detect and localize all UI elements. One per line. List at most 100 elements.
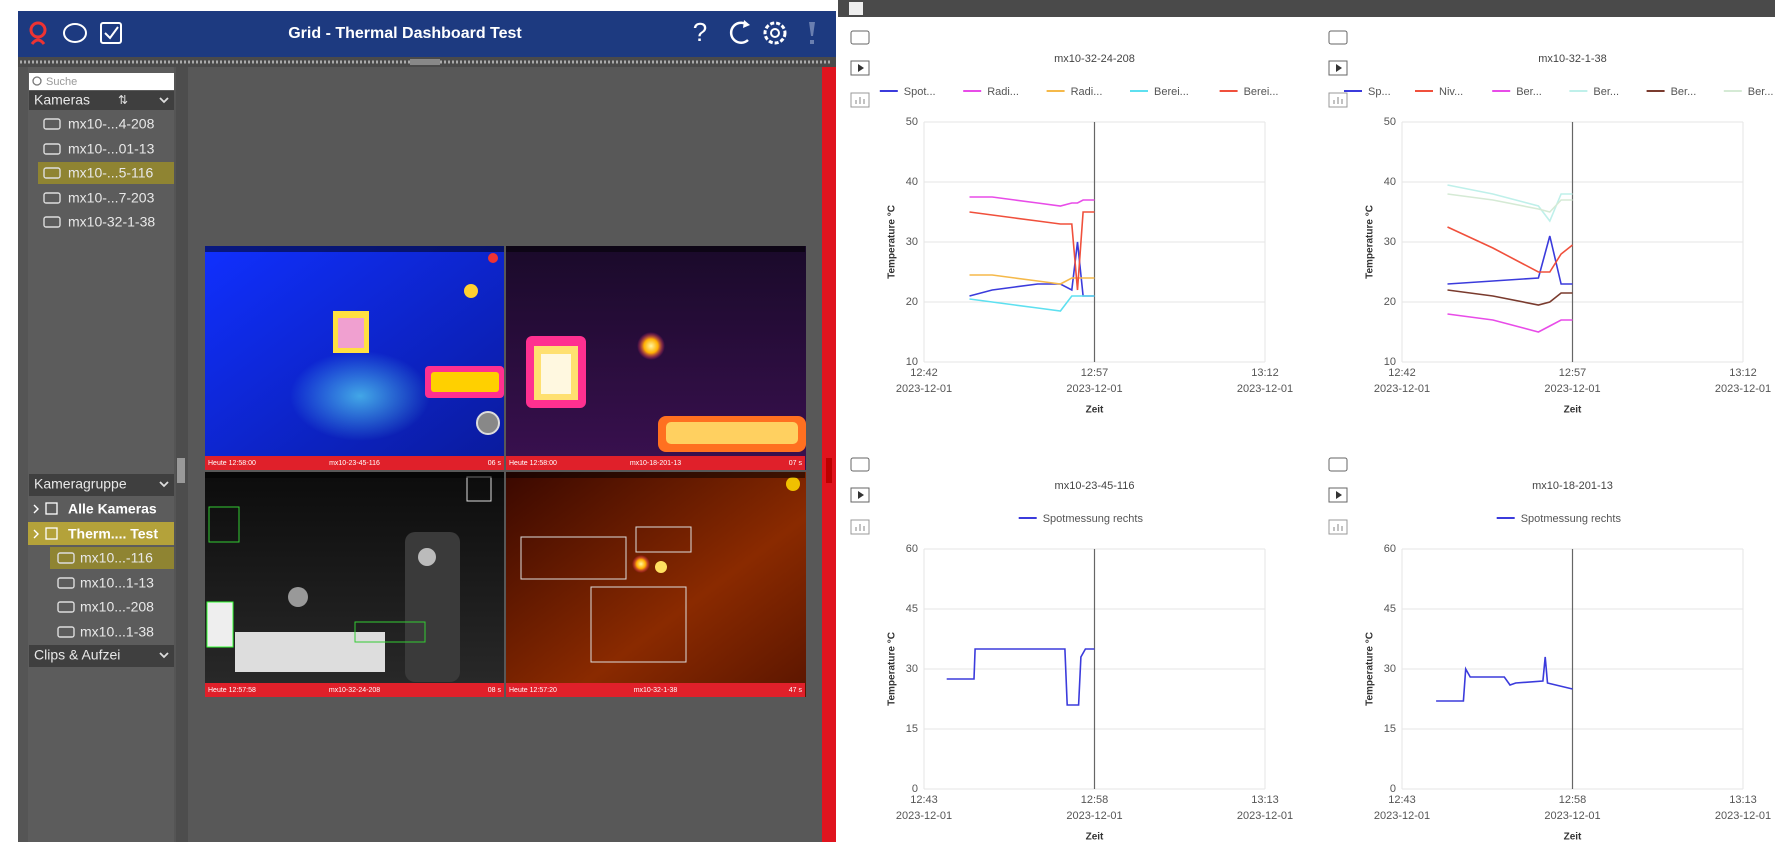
camera-icon bbox=[57, 577, 75, 589]
series-line bbox=[969, 196, 1095, 207]
sidebar-scroll-thumb[interactable] bbox=[177, 458, 185, 483]
y-tick-label: 50 bbox=[906, 116, 918, 128]
overlay-box bbox=[590, 586, 687, 663]
y-tick-label: 40 bbox=[1384, 176, 1396, 188]
y-axis-label: Temperature °C bbox=[1365, 205, 1376, 279]
x-tick-date: 2023-12-01 bbox=[896, 810, 952, 822]
header-left-icons[interactable] bbox=[29, 21, 122, 45]
group-camera-item[interactable]: mx10...-208 bbox=[80, 599, 154, 615]
camera-item[interactable]: mx10-...7-203 bbox=[68, 190, 155, 206]
refresh-icon[interactable] bbox=[729, 21, 749, 44]
y-tick-label: 15 bbox=[906, 723, 918, 735]
clips-collapse[interactable] bbox=[159, 652, 169, 659]
tile-1[interactable] bbox=[205, 246, 504, 470]
camera-icon bbox=[43, 118, 61, 130]
tile-topbar bbox=[205, 246, 504, 252]
series-line bbox=[946, 648, 1095, 706]
y-tick-label: 50 bbox=[1384, 116, 1396, 128]
group-list: Alle Kameras Therm.... Test mx10...-116 mx1… bbox=[33, 501, 158, 640]
camera-item[interactable]: mx10-...01-13 bbox=[68, 141, 155, 157]
splitter-handle[interactable] bbox=[410, 59, 440, 65]
y-axis-label: Temperature °C bbox=[887, 632, 898, 706]
x-tick-date: 2023-12-01 bbox=[1715, 810, 1771, 822]
legend-label[interactable]: Spotmessung rechts bbox=[1521, 513, 1622, 525]
legend-label[interactable]: Ber... bbox=[1516, 86, 1542, 98]
x-tick-label: 12:43 bbox=[1388, 794, 1416, 806]
x-tick-label: 12:57 bbox=[1559, 367, 1587, 379]
group-camera-item[interactable]: mx10...1-13 bbox=[80, 575, 154, 591]
group-item[interactable]: Therm.... Test bbox=[68, 526, 158, 542]
tile-4[interactable] bbox=[506, 472, 806, 697]
hot-spot bbox=[632, 555, 650, 573]
group-camera-item[interactable]: mx10...1-38 bbox=[80, 624, 154, 640]
sidebar bbox=[28, 67, 174, 842]
settings-icon[interactable] bbox=[763, 21, 787, 45]
camera-item[interactable]: mx10-32-1-38 bbox=[68, 214, 155, 230]
group-item[interactable]: Alle Kameras bbox=[68, 501, 157, 517]
alert-icon[interactable] bbox=[809, 22, 815, 44]
divider-handle[interactable] bbox=[826, 458, 832, 483]
clips-header[interactable] bbox=[29, 645, 174, 667]
group-arrow[interactable] bbox=[33, 529, 39, 539]
tile-3[interactable] bbox=[205, 472, 504, 697]
legend-label[interactable]: Radi... bbox=[987, 86, 1019, 98]
tile-2[interactable] bbox=[506, 246, 806, 470]
groups-header[interactable] bbox=[29, 474, 174, 496]
chart-title: mx10-18-201-13 bbox=[1532, 480, 1613, 492]
legend-label[interactable]: Ber... bbox=[1593, 86, 1619, 98]
tile-topbar bbox=[506, 246, 805, 252]
legend-label[interactable]: Ber... bbox=[1671, 86, 1697, 98]
x-tick-label: 12:42 bbox=[1388, 367, 1416, 379]
tile-topbar bbox=[205, 472, 504, 478]
camera-item[interactable]: mx10-...5-116 bbox=[68, 165, 154, 181]
cameras-collapse[interactable] bbox=[159, 97, 169, 104]
chart-glyph bbox=[1333, 97, 1343, 104]
legend-label[interactable]: Niv... bbox=[1439, 86, 1463, 98]
cameras-header[interactable] bbox=[29, 91, 174, 110]
help-icon[interactable]: ? bbox=[693, 17, 707, 47]
camera-button[interactable] bbox=[850, 30, 870, 45]
play-glyph bbox=[1336, 64, 1342, 72]
camera-button[interactable] bbox=[1328, 30, 1348, 45]
x-tick-label: 12:58 bbox=[1559, 794, 1587, 806]
group-arrow[interactable] bbox=[33, 504, 39, 514]
tile-age: 07 s bbox=[789, 460, 803, 467]
cameras-label: Kameras bbox=[34, 92, 90, 108]
group-camera-item[interactable]: mx10...-116 bbox=[80, 550, 153, 566]
panel-icon[interactable] bbox=[849, 2, 863, 15]
person-head bbox=[418, 548, 436, 566]
x-tick-label: 12:43 bbox=[910, 794, 938, 806]
legend-label[interactable]: Spotmessung rechts bbox=[1043, 513, 1144, 525]
tile-footer bbox=[205, 456, 504, 470]
tile-age: 06 s bbox=[488, 460, 502, 467]
hot-bar-core bbox=[666, 422, 798, 444]
tile-button[interactable] bbox=[476, 411, 500, 435]
tile-age: 08 s bbox=[488, 687, 502, 694]
camera-button[interactable] bbox=[1328, 457, 1348, 472]
series-line bbox=[1447, 184, 1573, 223]
play-glyph bbox=[858, 491, 864, 499]
logo-icon[interactable] bbox=[29, 21, 47, 39]
chat-icon[interactable] bbox=[63, 23, 87, 43]
legend-label[interactable]: Berei... bbox=[1154, 86, 1189, 98]
x-tick-date: 2023-12-01 bbox=[1544, 383, 1600, 395]
camera-icon bbox=[57, 601, 75, 613]
camera-icon bbox=[43, 143, 61, 155]
logo-icon-base bbox=[30, 38, 46, 45]
legend-label[interactable]: Berei... bbox=[1244, 86, 1279, 98]
camera-button[interactable] bbox=[850, 457, 870, 472]
legend-label[interactable]: Radi... bbox=[1071, 86, 1103, 98]
tile-footer bbox=[205, 683, 504, 697]
play-glyph bbox=[858, 64, 864, 72]
tasks-icon[interactable] bbox=[100, 22, 122, 44]
search-box[interactable] bbox=[29, 73, 174, 90]
legend-label[interactable]: Sp... bbox=[1368, 86, 1391, 98]
group-camera-selected-bg bbox=[50, 547, 174, 569]
groups-collapse[interactable] bbox=[159, 481, 169, 488]
camera-item[interactable]: mx10-...4-208 bbox=[68, 116, 155, 132]
y-tick-label: 30 bbox=[1384, 236, 1396, 248]
legend-label[interactable]: Ber... bbox=[1748, 86, 1774, 98]
tile-image bbox=[506, 472, 806, 697]
legend-label[interactable]: Spot... bbox=[904, 86, 936, 98]
cameras-sort-icon[interactable]: ⇅ bbox=[118, 93, 128, 107]
